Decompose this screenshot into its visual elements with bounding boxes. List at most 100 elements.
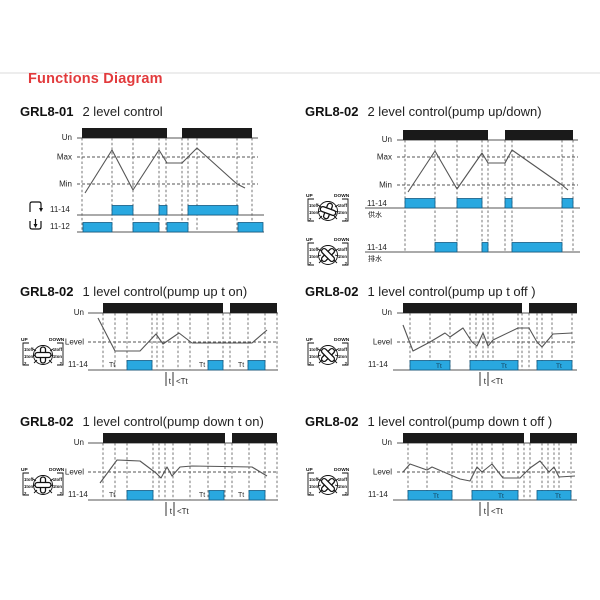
svg-text:DOWN: DOWN <box>334 337 350 343</box>
svg-text:11-14: 11-14 <box>68 360 88 369</box>
svg-text:Un: Un <box>382 308 392 317</box>
svg-text:UP: UP <box>306 237 313 243</box>
svg-text:<Tt: <Tt <box>491 507 504 516</box>
rotary-dial-icon: UP DOWN 1toff 1toff 1ton 1ton 2 2 <box>21 467 65 496</box>
svg-text:Max: Max <box>377 153 392 162</box>
svg-text:Tt: Tt <box>433 493 439 500</box>
model-label: GRL8-02 <box>20 284 74 299</box>
pump-on-icon <box>29 201 43 212</box>
svg-text:2: 2 <box>345 361 348 366</box>
svg-text:11-14: 11-14 <box>367 243 387 252</box>
rotary-dial-icon: UP DOWN 1toff 1toff 1ton 1ton 2 2 <box>306 193 350 222</box>
page-title: Functions Diagram <box>28 71 163 87</box>
svg-text:1ton: 1ton <box>53 484 62 489</box>
pump-off-icon <box>29 219 42 230</box>
svg-text:DOWN: DOWN <box>334 467 350 473</box>
svg-text:UP: UP <box>306 193 313 199</box>
svg-text:2: 2 <box>60 491 63 496</box>
model-label: GRL8-02 <box>305 284 359 299</box>
svg-text:UP: UP <box>21 467 28 473</box>
svg-text:UP: UP <box>306 467 313 473</box>
svg-text:Un: Un <box>382 438 392 447</box>
function-label: 1 level control(pump down t on) <box>82 414 264 429</box>
svg-text:Tt: Tt <box>238 492 244 499</box>
svg-text:<Tt: <Tt <box>491 377 504 386</box>
rotary-dial-icon: UP DOWN 1toff 1toff 1ton 1ton 2 2 <box>306 337 350 366</box>
diagram-title-row: GRL8-01 2 level control <box>20 104 292 122</box>
diagram-grl8-02-2-level-updown: GRL8-02 2 level control(pump up/down) Un… <box>305 104 597 272</box>
function-label: 1 level control(pump up t off ) <box>367 284 536 299</box>
svg-text:1ton: 1ton <box>24 354 33 359</box>
timing-chart-2-level-updown: Un Max Min 11-14 供水 UP DOWN 1toff 1toff 1ton 1ton 2… <box>306 130 580 266</box>
timing-chart-2-level: Un Max Min 11-14 11-12 <box>29 128 264 233</box>
svg-text:Tt: Tt <box>556 363 562 370</box>
svg-text:Level: Level <box>373 468 392 477</box>
svg-text:1toff: 1toff <box>53 477 63 482</box>
svg-text:2: 2 <box>345 491 348 496</box>
diagram-grl8-01-2-level: GRL8-01 2 level control Un Max Min 11-14 11-… <box>20 104 292 240</box>
svg-text:Tt: Tt <box>109 492 115 499</box>
svg-text:Min: Min <box>379 181 392 190</box>
svg-text:2: 2 <box>60 361 63 366</box>
model-label: GRL8-02 <box>305 104 359 119</box>
timing-chart-pump-up-t-off: Un Level 11-14 Tt Tt Tt UP DOWN 1toff 1toff 1ton 1t… <box>306 303 577 386</box>
svg-text:Level: Level <box>65 338 84 347</box>
svg-text:1ton: 1ton <box>53 354 62 359</box>
svg-text:2: 2 <box>309 217 312 222</box>
function-label: 2 level control(pump up/down) <box>367 104 542 119</box>
svg-text:Un: Un <box>74 438 84 447</box>
svg-text:1ton: 1ton <box>24 484 33 489</box>
svg-text:11-12: 11-12 <box>50 222 70 231</box>
svg-text:Level: Level <box>65 468 84 477</box>
svg-text:<Tt: <Tt <box>176 377 189 386</box>
svg-text:2: 2 <box>309 491 312 496</box>
svg-text:2: 2 <box>24 491 27 496</box>
svg-text:DOWN: DOWN <box>49 337 65 343</box>
svg-text:Tt: Tt <box>555 493 561 500</box>
svg-text:1ton: 1ton <box>309 354 318 359</box>
function-label: 1 level control(pump down t off ) <box>367 414 553 429</box>
diagram-title-row: GRL8-02 2 level control(pump up/down) <box>305 104 597 122</box>
diagram-grl8-02-pump-down-t-off: GRL8-02 1 level control(pump down t off … <box>305 414 593 522</box>
svg-text:Level: Level <box>373 338 392 347</box>
svg-text:Un: Un <box>62 133 72 142</box>
svg-text:Un: Un <box>74 308 84 317</box>
diagram-grl8-02-pump-up-t-on: GRL8-02 1 level control(pump up t on) Un… <box>20 284 300 392</box>
diagram-title-row: GRL8-02 1 level control(pump up t on) <box>20 284 300 300</box>
svg-text:1toff: 1toff <box>309 347 319 352</box>
svg-text:Tt: Tt <box>199 362 205 369</box>
svg-text:1ton: 1ton <box>309 210 318 215</box>
svg-text:11-14: 11-14 <box>68 490 88 499</box>
svg-text:t: t <box>484 507 487 516</box>
model-label: GRL8-02 <box>20 414 74 429</box>
function-label: 2 level control <box>82 104 163 119</box>
svg-text:Min: Min <box>59 180 72 189</box>
svg-text:11-14: 11-14 <box>368 490 388 499</box>
svg-text:Tt: Tt <box>238 362 244 369</box>
timing-chart-pump-up-t-on: Un Level 11-14 Tt Tt Tt UP DOWN 1toff 1toff 1ton 1t… <box>21 303 278 386</box>
svg-text:1ton: 1ton <box>309 254 318 259</box>
model-label: GRL8-01 <box>20 104 74 119</box>
svg-text:DOWN: DOWN <box>49 467 65 473</box>
diagram-title-row: GRL8-02 1 level control(pump up t off ) <box>305 284 593 300</box>
rotary-dial-icon: UP DOWN 1toff 1toff 1ton 1ton 2 2 <box>21 337 65 366</box>
svg-text:DOWN: DOWN <box>334 193 350 199</box>
svg-text:Max: Max <box>57 153 72 162</box>
diagram-grl8-02-pump-up-t-off: GRL8-02 1 level control(pump up t off ) … <box>305 284 593 392</box>
svg-text:2: 2 <box>345 217 348 222</box>
svg-text:t: t <box>484 377 487 386</box>
function-label: 1 level control(pump up t on) <box>82 284 248 299</box>
svg-text:1ton: 1ton <box>309 484 318 489</box>
svg-text:Tt: Tt <box>501 363 507 370</box>
svg-text:1toff: 1toff <box>309 203 319 208</box>
svg-text:<Tt: <Tt <box>177 507 190 516</box>
svg-text:11-14: 11-14 <box>367 199 387 208</box>
svg-text:11-14: 11-14 <box>50 205 70 214</box>
svg-text:DOWN: DOWN <box>334 237 350 243</box>
svg-text:2: 2 <box>309 261 312 266</box>
svg-text:Un: Un <box>382 135 392 144</box>
timing-chart-pump-down-t-on: Un Level 11-14 Tt Tt Tt UP DOWN 1toff 1toff 1ton 1t… <box>21 433 278 516</box>
svg-text:UP: UP <box>306 337 313 343</box>
diagram-title-row: GRL8-02 1 level control(pump down t off … <box>305 414 593 430</box>
